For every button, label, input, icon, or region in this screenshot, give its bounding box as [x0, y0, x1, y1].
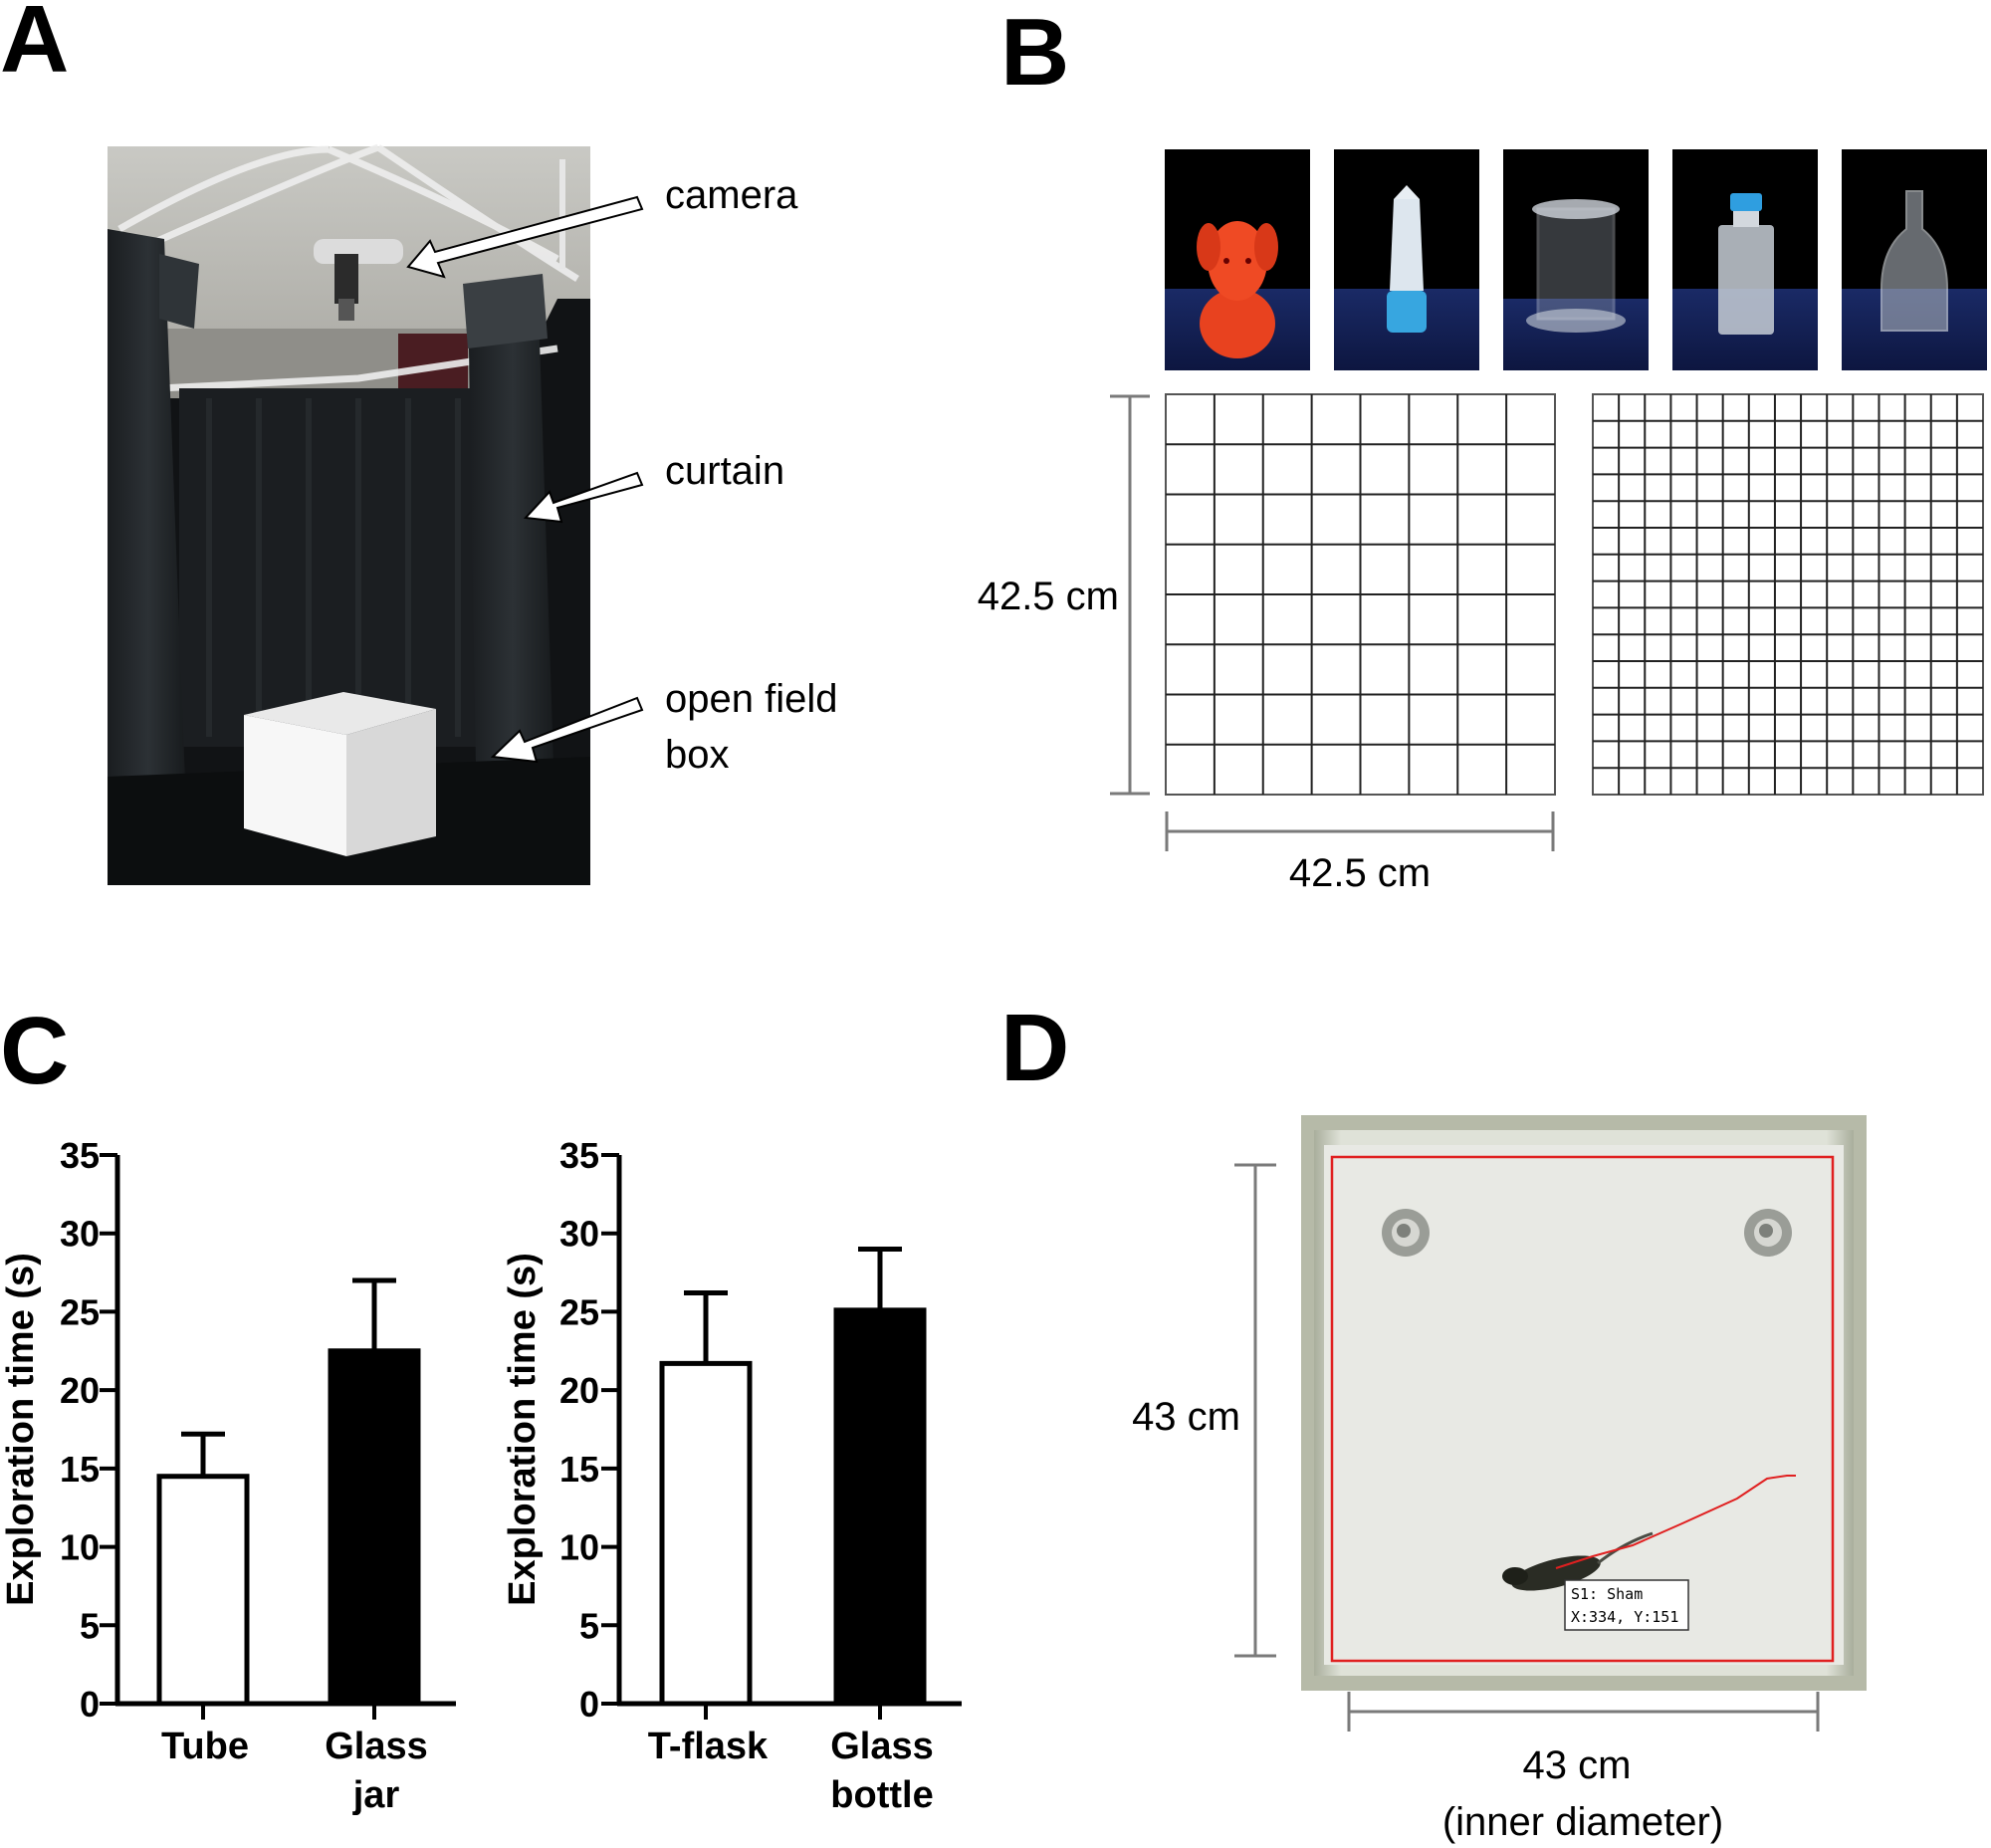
y-tick-label: 20: [559, 1370, 599, 1411]
tracker-label-coords: X:334, Y:151: [1571, 1608, 1678, 1626]
object-left: [1382, 1209, 1430, 1257]
bar: [328, 1348, 421, 1707]
y-tick-label: 30: [559, 1214, 599, 1255]
y-tick-label: 15: [60, 1449, 100, 1490]
y-axis-label: Exploration time (s): [0, 1253, 42, 1606]
x-tick-label: Glass: [830, 1726, 934, 1767]
y-tick-label: 25: [60, 1291, 100, 1332]
x-tick-label: T-flask: [648, 1726, 769, 1767]
panel-b-letter: B: [1000, 0, 1069, 106]
tracking-path: [1555, 1475, 1796, 1569]
panel-d-letter: D: [1000, 995, 1069, 1101]
arena-grid-fine: [1592, 393, 1984, 796]
y-tick-label: 25: [559, 1291, 599, 1332]
arrow-curtain: [523, 471, 644, 524]
open-field-box: [244, 692, 436, 856]
label-box-line1: open field: [665, 677, 837, 721]
arena-grid-coarse: [1165, 393, 1556, 796]
tracking-video-frame: S1: Sham X:334, Y:151: [1301, 1115, 1867, 1691]
panel-a-letter: A: [0, 0, 69, 93]
annotation-camera: camera: [406, 173, 798, 279]
y-tick-label: 5: [579, 1605, 599, 1646]
dimension-vertical-d: [1234, 1163, 1276, 1658]
dimension-label-horizontal-d-note: (inner diameter): [1442, 1800, 1723, 1844]
dimension-horizontal-b: [1165, 811, 1555, 851]
object-photo-glass-jar: [1503, 149, 1649, 370]
y-tick-label: 10: [60, 1527, 100, 1568]
object-photo-glass-bottle: [1842, 149, 1987, 370]
bar-chart-2: 0 5 10 15 20 25 30 35 Exploration time (s) T-flas…: [502, 1135, 962, 1816]
annotation-open-field-box: open field box: [490, 677, 837, 777]
x-tick-label: jar: [352, 1774, 400, 1816]
y-tick-label: 35: [559, 1135, 599, 1176]
panel-c-letter: C: [0, 998, 69, 1104]
arrow-camera: [406, 195, 644, 279]
y-tick-label: 15: [559, 1449, 599, 1490]
panel-c: C 0 5 10 15 20 25 30 35 Exploration time (s) Tube…: [0, 998, 962, 1816]
object-photo-t-flask: [1672, 149, 1818, 370]
dimension-horizontal-d: [1347, 1692, 1820, 1732]
object-photo-red-figurine: [1165, 149, 1310, 370]
camera-device: [314, 239, 403, 321]
y-tick-label: 35: [60, 1135, 100, 1176]
panel-a: A: [0, 0, 837, 885]
tracker-label-subject: S1: Sham: [1571, 1585, 1643, 1603]
y-tick-label: 5: [80, 1605, 100, 1646]
dimension-vertical-b: [1110, 394, 1150, 796]
bar: [659, 1360, 753, 1707]
y-tick-label: 30: [60, 1214, 100, 1255]
panel-d: D S1: Sham: [1000, 995, 1867, 1844]
object-photo-conical-tube: [1334, 149, 1479, 370]
object-right: [1744, 1209, 1792, 1257]
dimension-label-horizontal-d: 43 cm: [1523, 1743, 1632, 1787]
y-tick-label: 20: [60, 1370, 100, 1411]
bar-chart-1: 0 5 10 15 20 25 30 35 Exploration time (s) Tube Gl…: [0, 1135, 456, 1816]
y-axis-label: Exploration time (s): [502, 1253, 544, 1606]
dimension-label-horizontal-b: 42.5 cm: [1289, 851, 1431, 895]
annotation-curtain: curtain: [523, 449, 784, 524]
label-camera: camera: [665, 173, 798, 217]
label-curtain: curtain: [665, 449, 784, 493]
dimension-label-vertical-b: 42.5 cm: [978, 575, 1119, 618]
y-tick-label: 0: [80, 1684, 100, 1725]
arrow-box: [490, 696, 644, 764]
panel-b: B: [978, 0, 1987, 895]
y-tick-label: 0: [579, 1684, 599, 1725]
tracker-label: S1: Sham X:334, Y:151: [1564, 1579, 1689, 1631]
bar: [156, 1474, 250, 1707]
mouse: [1502, 1531, 1654, 1591]
label-box-line2: box: [665, 733, 730, 777]
x-tick-label: Glass: [325, 1726, 428, 1767]
x-tick-label: bottle: [830, 1774, 933, 1816]
bar: [833, 1307, 927, 1707]
y-tick-label: 10: [559, 1527, 599, 1568]
tracking-boundary: [1330, 1155, 1835, 1663]
x-tick-label: Tube: [161, 1726, 249, 1767]
dimension-label-vertical-d: 43 cm: [1132, 1395, 1240, 1439]
room-photo: [108, 143, 590, 885]
